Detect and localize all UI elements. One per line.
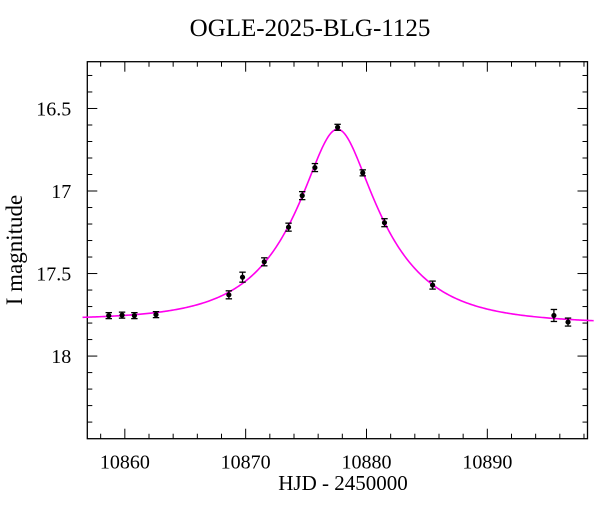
svg-text:10860: 10860 xyxy=(100,452,150,474)
svg-text:I magnitude: I magnitude xyxy=(2,195,27,306)
svg-text:10870: 10870 xyxy=(221,452,271,474)
svg-text:18: 18 xyxy=(51,346,71,368)
svg-text:17.5: 17.5 xyxy=(36,264,71,286)
svg-text:10890: 10890 xyxy=(462,452,512,474)
svg-text:HJD - 2450000: HJD - 2450000 xyxy=(278,471,408,495)
svg-text:16.5: 16.5 xyxy=(36,98,71,120)
svg-text:OGLE-2025-BLG-1125: OGLE-2025-BLG-1125 xyxy=(190,15,431,42)
svg-text:17: 17 xyxy=(51,181,71,203)
